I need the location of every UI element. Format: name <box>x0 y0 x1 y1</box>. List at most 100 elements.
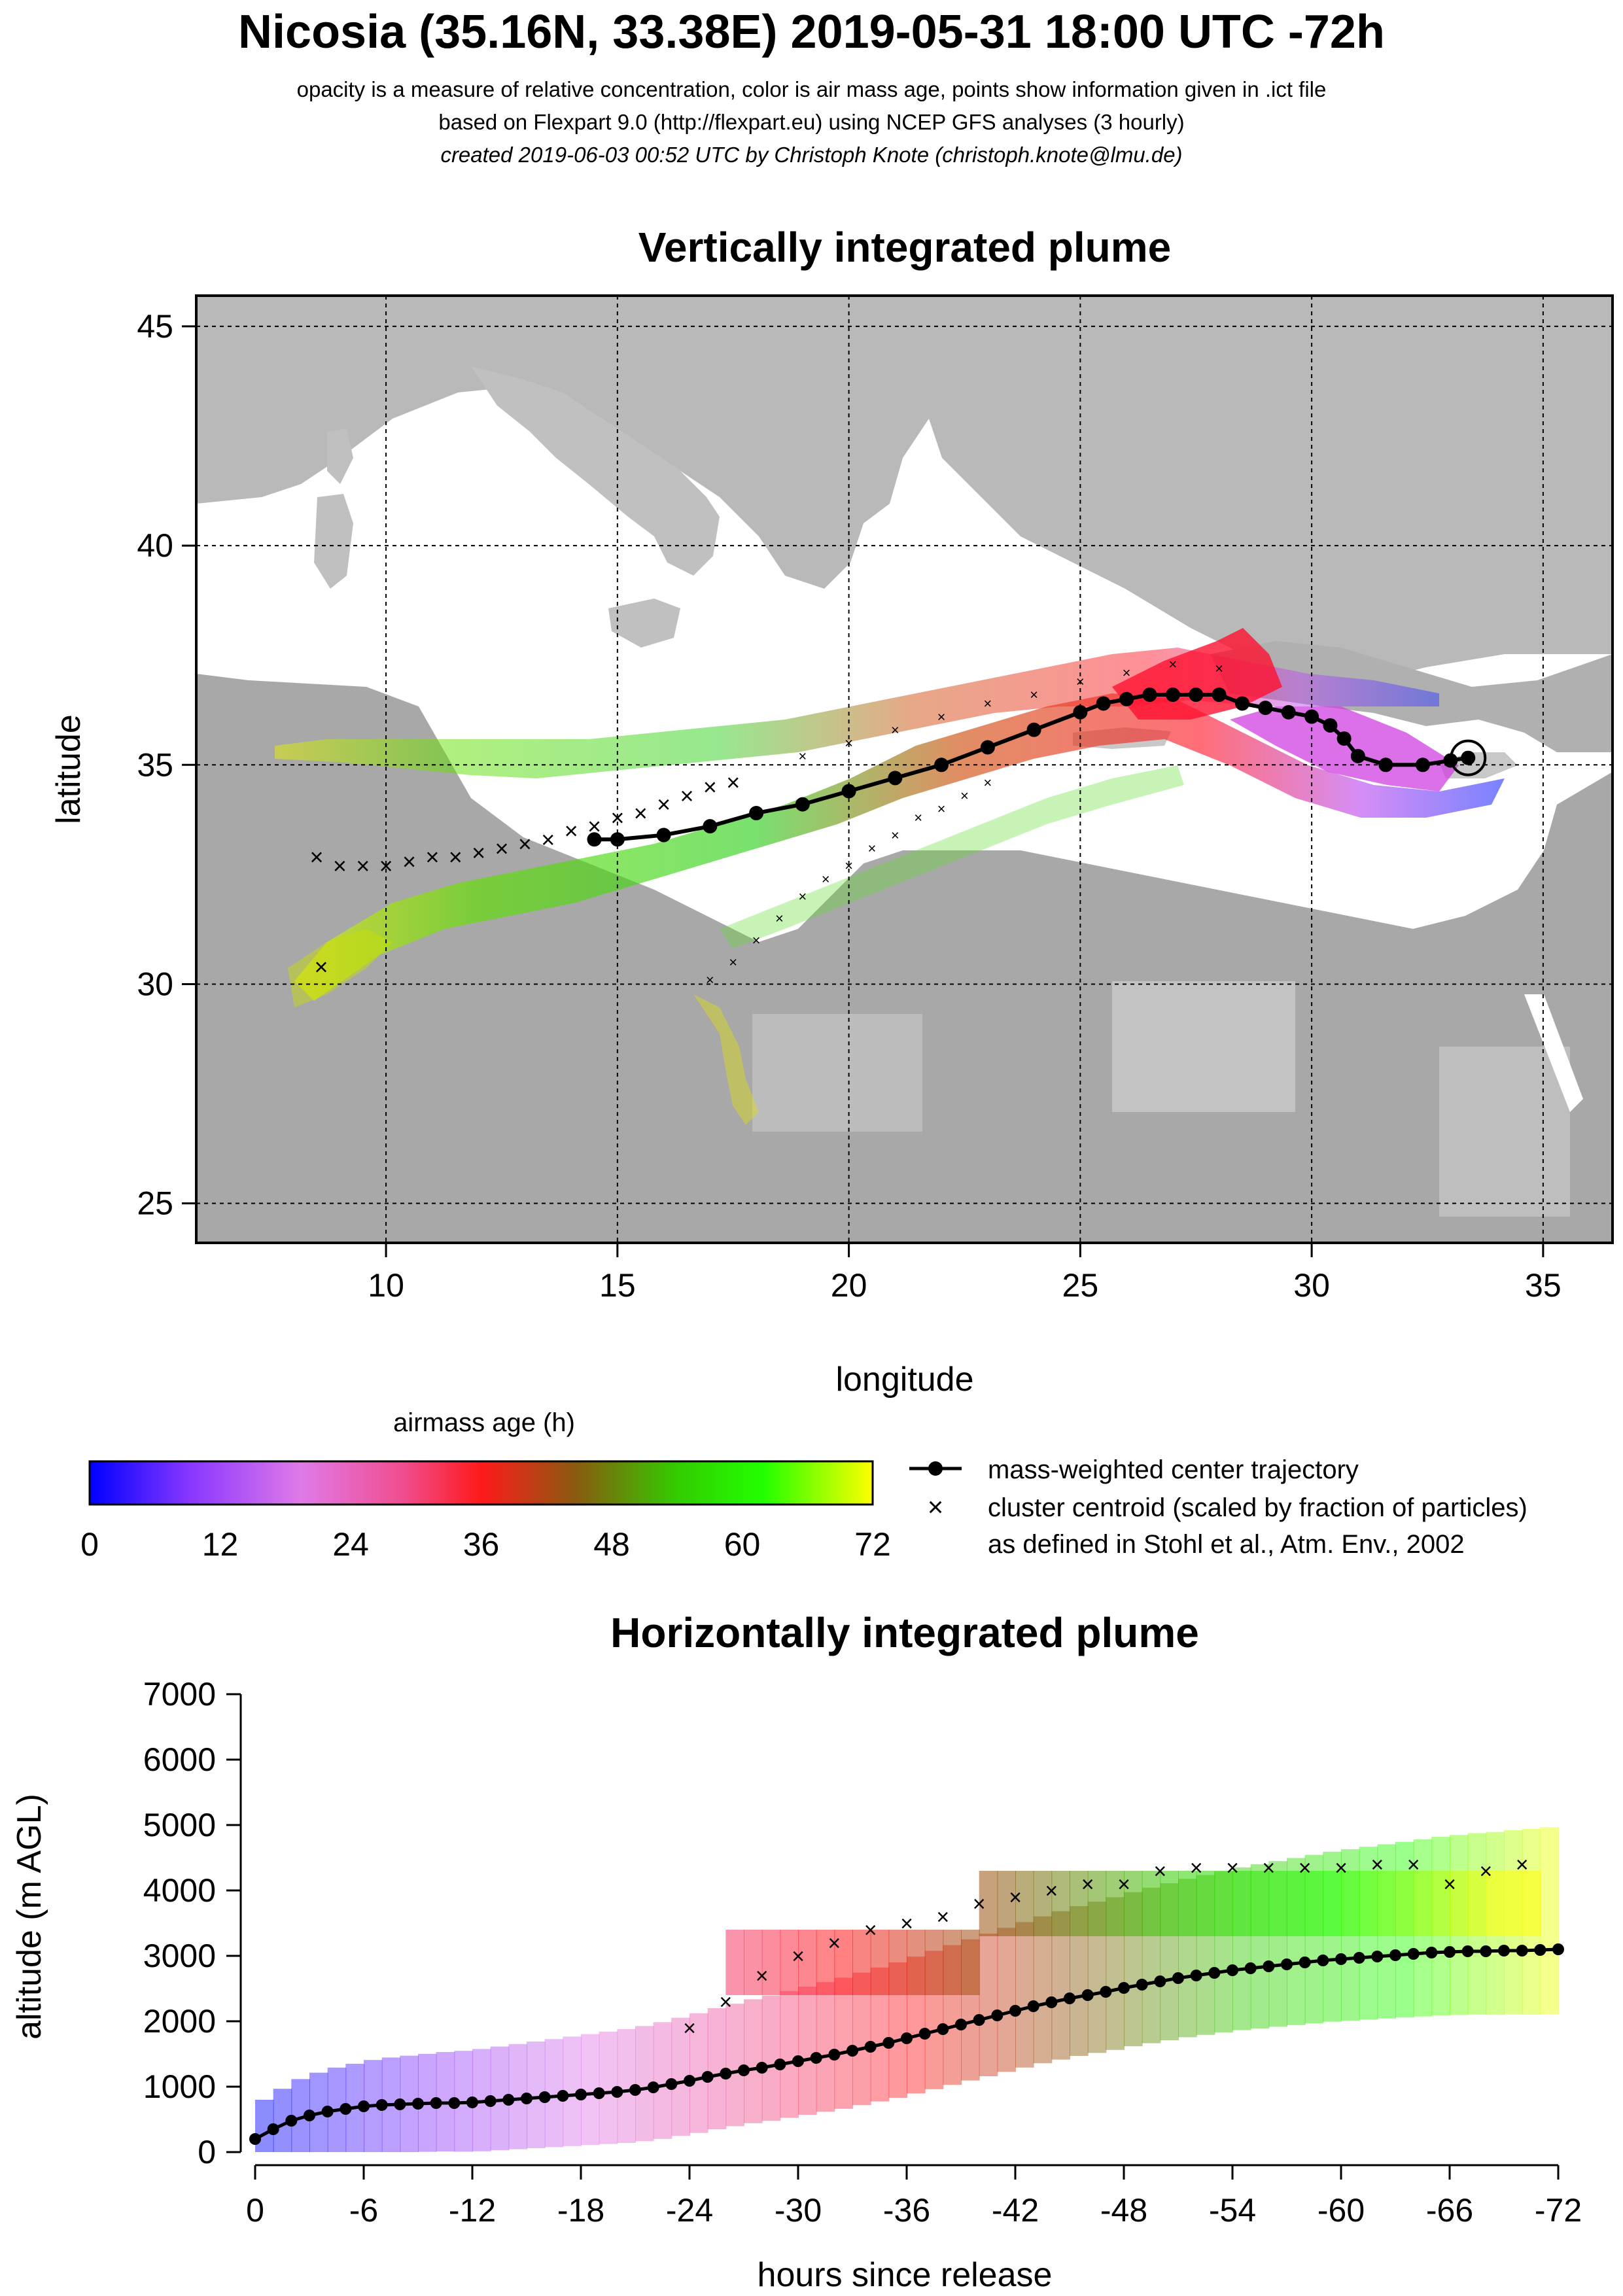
map-center-point <box>1073 704 1088 720</box>
profile-cluster-centroid: × <box>828 1931 841 1956</box>
map-center-point <box>1415 757 1430 773</box>
profile-plume-cell <box>1124 1871 1143 1936</box>
profile-plume-cell <box>1196 1871 1215 1936</box>
profile-center-point <box>484 2095 497 2107</box>
map-cluster-centroid: × <box>472 839 485 866</box>
map-center-point <box>841 784 856 799</box>
profile-center-point <box>1263 1960 1275 1972</box>
profile-plume-cell <box>1070 1871 1089 1936</box>
colorbar-tick-label: 36 <box>463 1526 500 1563</box>
profile-center-point <box>466 2096 478 2108</box>
map-cluster-centroid: × <box>798 888 807 905</box>
profile-plume-cell <box>1015 1871 1034 1936</box>
profile-center-point <box>1335 1953 1347 1965</box>
map-cluster-centroid: × <box>703 773 717 800</box>
map-center-point <box>1212 687 1227 703</box>
map-center-point <box>1119 691 1134 706</box>
map-cluster-centroid: × <box>726 769 740 796</box>
profile-plume-cell <box>1051 1871 1070 1936</box>
plume-band-southwest <box>288 929 393 1007</box>
map-center-point <box>1165 687 1180 703</box>
profile-plume-cell <box>1268 1871 1287 1936</box>
profile-center-point <box>502 2094 515 2106</box>
profile-center-point <box>792 2055 804 2067</box>
profile-plume-cell <box>761 1930 781 1995</box>
figure-title: Nicosia (35.16N, 33.38E) 2019-05-31 18:0… <box>238 6 1385 58</box>
figure-subtitle-line2: based on Flexpart 9.0 (http://flexpart.e… <box>438 110 1185 134</box>
map-cluster-centroid: × <box>518 831 532 858</box>
map-ytick-label: 45 <box>137 308 173 345</box>
profile-center-point <box>1480 1945 1492 1957</box>
profile-ytick-label: 0 <box>198 2134 216 2170</box>
profile-plume-cell <box>761 1995 781 2121</box>
profile-center-point <box>701 2071 714 2083</box>
map-center-point <box>1096 696 1111 711</box>
profile-plume-cell <box>1359 1871 1378 1936</box>
profile-cluster-centroid: × <box>864 1918 877 1943</box>
profile-xtick-label: 0 <box>246 2192 264 2229</box>
profile-center-point <box>846 2045 858 2057</box>
profile-xtick-label: -18 <box>557 2192 604 2229</box>
map-center-point <box>610 832 625 847</box>
profile-center-point <box>629 2084 641 2096</box>
profile-ytick-label: 1000 <box>143 2068 216 2105</box>
colorbar-tick-label: 60 <box>724 1526 761 1563</box>
profile-cluster-centroid: × <box>1262 1856 1275 1881</box>
map-center-point <box>1234 696 1249 711</box>
profile-plume-cell <box>1287 1871 1306 1936</box>
profile-center-point <box>810 2052 822 2064</box>
map-center-point <box>587 832 602 847</box>
map-xlabel: longitude <box>835 1361 973 1399</box>
profile-ytick-label: 5000 <box>143 1807 216 1843</box>
profile-plume-cell <box>1250 1871 1270 1936</box>
map-center-point <box>1461 750 1476 765</box>
map-center-point <box>795 797 810 812</box>
map-xtick-label: 35 <box>1525 1267 1562 1304</box>
map-center-point <box>656 827 671 843</box>
profile-plume-cell <box>852 1930 871 1995</box>
profile-center-point <box>575 2089 587 2100</box>
map-cluster-centroid: × <box>1076 674 1085 690</box>
profile-xtick-label: -30 <box>775 2192 822 2229</box>
profile-plume-cell <box>1467 1871 1487 1936</box>
map-cluster-centroid: × <box>798 748 807 765</box>
profile-cluster-centroid: × <box>1479 1859 1492 1884</box>
legend-cross-symbol: × <box>928 1491 944 1522</box>
colorbar-tick-label: 0 <box>80 1526 99 1563</box>
profile-cluster-centroid: × <box>1443 1872 1456 1897</box>
map-cluster-centroid: × <box>657 791 671 818</box>
profile-ylabel: altitude (m AGL) <box>10 1794 48 2040</box>
profile-cluster-centroid: × <box>1190 1856 1203 1881</box>
profile-plume-cell <box>924 1930 944 1995</box>
profile-center-point <box>1190 1970 1202 1981</box>
profile-plume-cell <box>1522 1871 1541 1936</box>
profile-plume-cell <box>997 1928 1016 2072</box>
map-cluster-centroid: × <box>891 827 899 843</box>
profile-cluster-centroid: × <box>1009 1885 1022 1910</box>
profile-center-point <box>358 2100 370 2112</box>
profile-plume-cell <box>961 1930 980 1995</box>
map-cluster-centroid: × <box>565 817 578 844</box>
profile-cluster-centroid: × <box>1299 1856 1312 1881</box>
map-center-point <box>703 819 718 834</box>
figure-subtitle-line3: created 2019-06-03 00:52 UTC by Christop… <box>440 143 1183 167</box>
map-cluster-centroid: × <box>845 735 853 751</box>
colorbar-tick-label: 12 <box>202 1526 239 1563</box>
colorbar-title: airmass age (h) <box>393 1408 575 1437</box>
profile-center-point <box>720 2068 732 2079</box>
map-center-point <box>934 757 949 773</box>
profile-ytick-label: 3000 <box>143 1938 216 1974</box>
profile-center-point <box>1208 1967 1221 1979</box>
colorbar <box>88 1460 874 1506</box>
profile-center-point <box>267 2123 279 2135</box>
map-cluster-centroid: × <box>937 801 946 817</box>
profile-xtick-label: -42 <box>992 2192 1039 2229</box>
plume-band-main <box>294 693 1505 1001</box>
map-ytick-label: 35 <box>137 746 173 783</box>
map-center-point <box>1142 687 1157 703</box>
profile-xtick-label: -54 <box>1209 2192 1256 2229</box>
map-cluster-centroid: × <box>1030 687 1038 703</box>
profile-center-point <box>738 2064 750 2076</box>
profile-xtick-label: -36 <box>883 2192 930 2229</box>
land-sicily <box>608 599 680 648</box>
